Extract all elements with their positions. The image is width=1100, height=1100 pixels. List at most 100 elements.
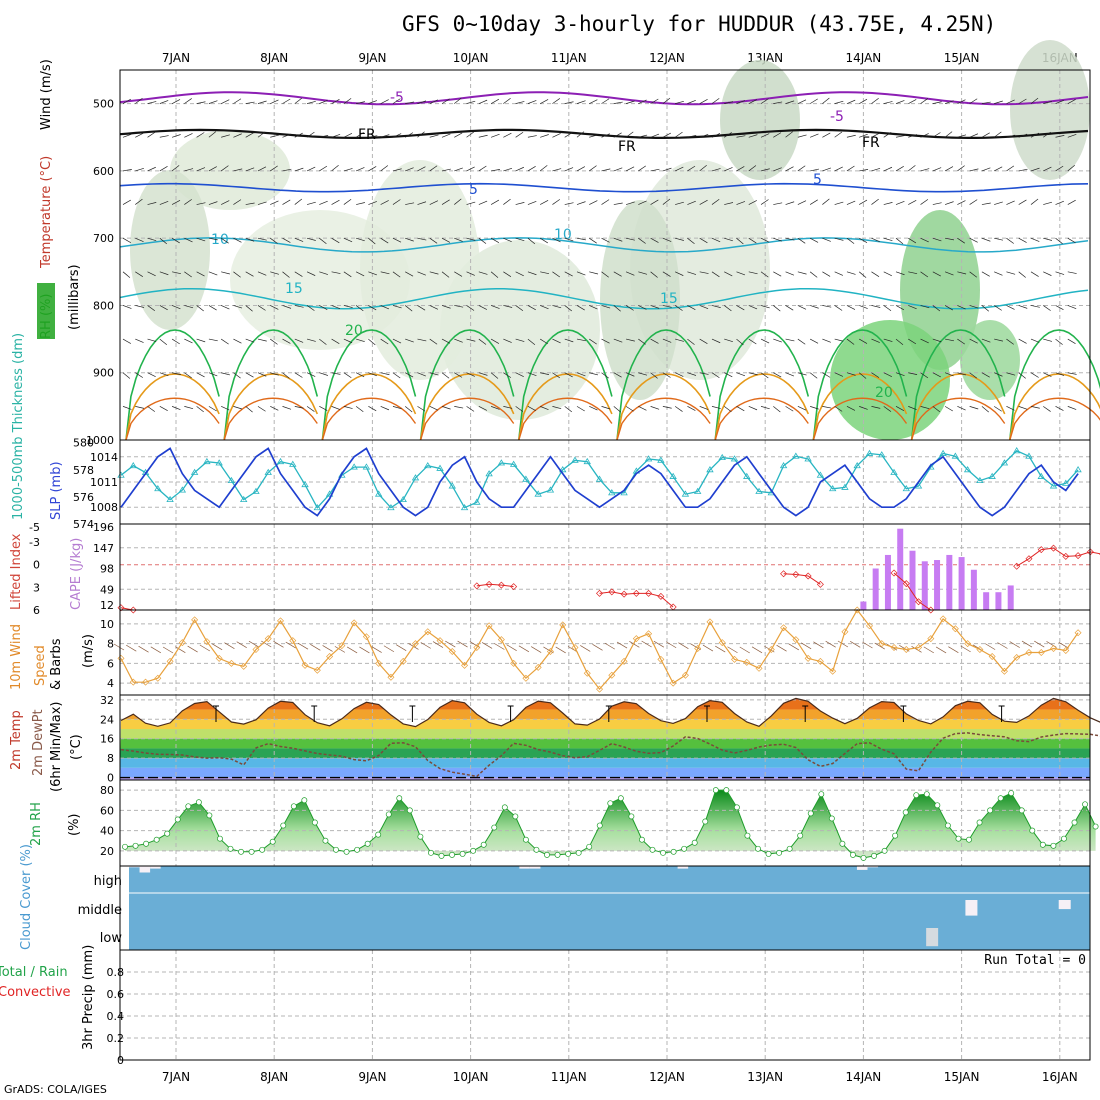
wind-barb xyxy=(576,271,586,276)
wind-barb xyxy=(662,406,672,409)
chart-title: GFS 0~10day 3-hourly for HUDDUR (43.75E,… xyxy=(402,12,997,36)
wind-barb xyxy=(147,406,156,412)
wind-barb xyxy=(662,237,672,242)
wind-barb xyxy=(208,271,218,276)
wind-barb xyxy=(1018,237,1027,243)
wind-barb-10m xyxy=(113,643,125,651)
wind-barb xyxy=(920,237,929,243)
wind-barb xyxy=(380,237,389,244)
wind-barb xyxy=(527,237,536,245)
wind-barb xyxy=(1067,305,1077,310)
x-tick-label-bottom: 8JAN xyxy=(260,1070,288,1084)
wind-barb xyxy=(135,271,144,278)
lifted-index-line xyxy=(599,591,674,608)
wind-barb xyxy=(1043,338,1053,342)
wind-barb xyxy=(724,237,733,242)
wind-barb xyxy=(601,372,609,379)
x-tick-label-bottom: 11JAN xyxy=(551,1070,587,1084)
wind-barb xyxy=(171,338,180,345)
wind-barb xyxy=(159,135,169,138)
wind-barb xyxy=(515,131,524,138)
wind-barb-10m xyxy=(1046,641,1057,648)
wind-marker xyxy=(1013,653,1021,661)
wind-barb xyxy=(957,99,966,104)
temp-contour-30 xyxy=(910,397,1006,441)
wind-barb xyxy=(122,199,131,205)
wind-barb xyxy=(748,271,758,275)
lifted-index-marker xyxy=(608,588,616,596)
cape-bar xyxy=(860,601,867,610)
wind-barb xyxy=(159,237,168,245)
wind-barb xyxy=(724,271,733,277)
wind-barb-10m xyxy=(850,640,861,648)
wind-barb xyxy=(662,305,672,308)
cape-bar xyxy=(983,592,990,610)
wind-barb xyxy=(172,372,181,375)
wind-barb xyxy=(1067,199,1076,205)
wind-barb xyxy=(417,338,427,342)
wind-barb xyxy=(441,406,451,410)
wind-barb xyxy=(650,199,659,205)
wind-barb xyxy=(405,132,414,138)
ylabel-cape: CAPE (J/kg) xyxy=(69,538,84,610)
wind-barb xyxy=(859,199,868,205)
cape-bar xyxy=(897,528,904,610)
temp-contour-15 xyxy=(119,287,1089,310)
wind-marker xyxy=(522,674,530,682)
wind-barb xyxy=(822,198,830,205)
thickness-marker xyxy=(559,466,567,473)
wind-barb xyxy=(944,372,954,377)
wind-barb xyxy=(736,406,745,412)
wind-barb xyxy=(601,271,609,278)
wind-barb xyxy=(638,305,647,310)
y-tick-label: 1000 xyxy=(86,434,114,447)
wind-barb-10m xyxy=(935,646,947,654)
wind-barb xyxy=(122,372,131,379)
thickness-marker xyxy=(338,471,346,478)
wind-barb xyxy=(736,372,746,377)
wind-barb xyxy=(245,167,255,172)
wind-marker xyxy=(326,652,334,660)
wind-barb xyxy=(257,305,266,311)
wind-barb xyxy=(221,372,230,376)
wind-barb xyxy=(368,201,377,205)
wind-marker xyxy=(227,659,235,667)
wind-barb xyxy=(589,271,599,275)
wind-barb xyxy=(871,338,880,343)
wind-barb xyxy=(380,305,390,310)
rh-marker xyxy=(1039,841,1046,848)
wind-barb xyxy=(895,406,905,412)
x-tick-label-top: 12JAN xyxy=(649,51,685,65)
wind-barb xyxy=(417,305,426,311)
wind-barb xyxy=(576,338,586,342)
wind-barb xyxy=(785,271,795,276)
wind-barb-10m xyxy=(506,644,517,651)
lifted-index-marker xyxy=(645,589,653,597)
wind-barb xyxy=(613,305,621,312)
rh-marker xyxy=(354,846,361,853)
wind-barb xyxy=(773,338,782,343)
wind-barb xyxy=(380,271,390,275)
wind-barb xyxy=(257,271,267,276)
contour-label: FR xyxy=(618,139,636,155)
wind-barb xyxy=(932,101,942,104)
wind-barb xyxy=(760,98,769,104)
wind-barb xyxy=(871,237,880,243)
wind-barb xyxy=(294,237,304,242)
wind-barb xyxy=(920,406,930,410)
wind-barb-10m xyxy=(162,646,174,654)
contour-label: 5 xyxy=(813,172,822,188)
thickness-marker xyxy=(730,455,739,462)
wind-barb xyxy=(184,237,193,243)
rh-marker xyxy=(765,850,772,857)
cape-tick: 196 xyxy=(93,521,114,534)
wind-barb xyxy=(932,372,941,378)
contour-label: FR xyxy=(862,135,880,151)
wind-barb xyxy=(564,338,574,343)
wind-barb xyxy=(490,372,499,379)
lifted-index-marker xyxy=(485,580,493,588)
wind-barb-10m xyxy=(211,643,223,651)
wind-barb xyxy=(981,101,991,104)
wind-barb xyxy=(355,271,365,277)
wind-barb xyxy=(417,271,426,276)
